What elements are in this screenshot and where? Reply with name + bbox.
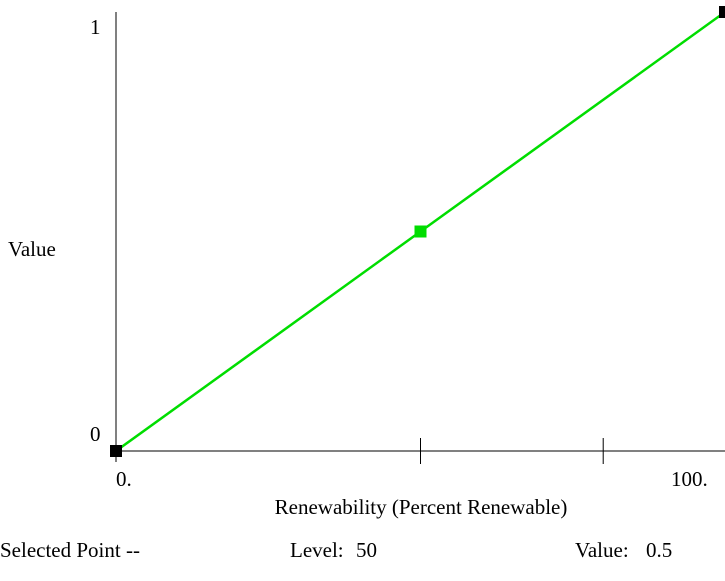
value-label: Value: — [575, 538, 629, 562]
status-prefix: Selected Point -- — [0, 538, 140, 562]
level-value: 50 — [356, 538, 377, 562]
data-point[interactable] — [414, 225, 427, 238]
x-tick-label-max: 100. — [671, 467, 708, 491]
y-tick-label-min: 0 — [90, 422, 101, 446]
chart-plot: 1 0 0. 100. Value Renewability (Percent … — [8, 6, 725, 519]
level-label: Level: — [290, 538, 344, 562]
data-point[interactable] — [719, 6, 725, 18]
selected-point-status: Selected Point -- Level: 50 Value: 0.5 — [0, 538, 725, 568]
y-axis-label: Value — [8, 237, 56, 261]
data-point[interactable] — [110, 445, 122, 457]
y-tick-label-max: 1 — [90, 15, 101, 39]
value-value: 0.5 — [646, 538, 673, 562]
x-axis-label: Renewability (Percent Renewable) — [275, 495, 568, 519]
x-tick-label-min: 0. — [116, 467, 132, 491]
